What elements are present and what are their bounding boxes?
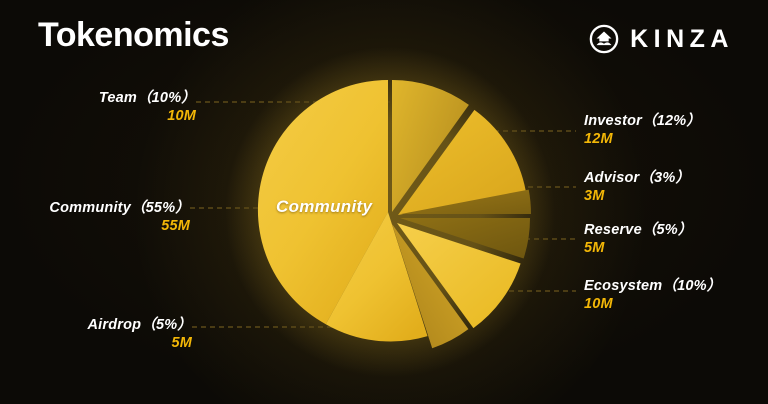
callout-airdrop-value: 5M: [171, 335, 192, 352]
callout-advisor-value: 3M: [584, 188, 605, 205]
callout-investor-name: Investor（12%）: [584, 113, 702, 129]
callout-ecosystem-value: 10M: [584, 296, 613, 313]
pie-slice-investor[interactable]: [398, 109, 526, 215]
pie-slice-airdrop[interactable]: [392, 224, 469, 349]
pie-slice-advisor[interactable]: [401, 189, 531, 214]
pie-slice-caption-community: Community: [276, 197, 373, 216]
brand-logo: KINZA: [589, 24, 734, 54]
callout-team-value: 10M: [167, 108, 196, 125]
pie-slice-community-tail[interactable]: [325, 212, 428, 342]
callout-investor[interactable]: Investor（12%） 12M: [584, 113, 701, 148]
pie-slices: [257, 79, 531, 349]
page-title: Tokenomics: [38, 16, 229, 54]
brand-name: KINZA: [630, 24, 734, 53]
callout-community-name: Community（55%）: [49, 200, 190, 216]
callout-ecosystem[interactable]: Ecosystem（10%） 10M: [584, 278, 721, 313]
callout-airdrop-name: Airdrop（5%）: [87, 317, 192, 333]
callout-investor-value: 12M: [584, 131, 613, 148]
pie-slice-team[interactable]: [392, 79, 469, 212]
callout-ecosystem-name: Ecosystem（10%）: [584, 278, 722, 294]
callout-airdrop[interactable]: Airdrop（5%） 5M: [0, 317, 200, 352]
callout-reserve[interactable]: Reserve（5%） 5M: [584, 222, 693, 257]
callout-team-name: Team（10%）: [98, 90, 196, 106]
pie-slice-ecosystem[interactable]: [397, 223, 521, 329]
callout-advisor-name: Advisor（3%）: [584, 170, 691, 186]
callout-community[interactable]: Community（55%） 55M: [0, 200, 198, 235]
callout-advisor[interactable]: Advisor（3%） 3M: [584, 170, 690, 205]
pie-slice-community[interactable]: [257, 79, 388, 325]
callout-team[interactable]: Team（10%） 10M: [0, 90, 204, 125]
kinza-circle-mountain-icon: [589, 24, 619, 54]
callout-reserve-name: Reserve（5%）: [584, 222, 693, 238]
callout-community-value: 55M: [161, 218, 190, 235]
callout-reserve-value: 5M: [584, 240, 605, 257]
pie-slice-reserve[interactable]: [400, 218, 531, 259]
